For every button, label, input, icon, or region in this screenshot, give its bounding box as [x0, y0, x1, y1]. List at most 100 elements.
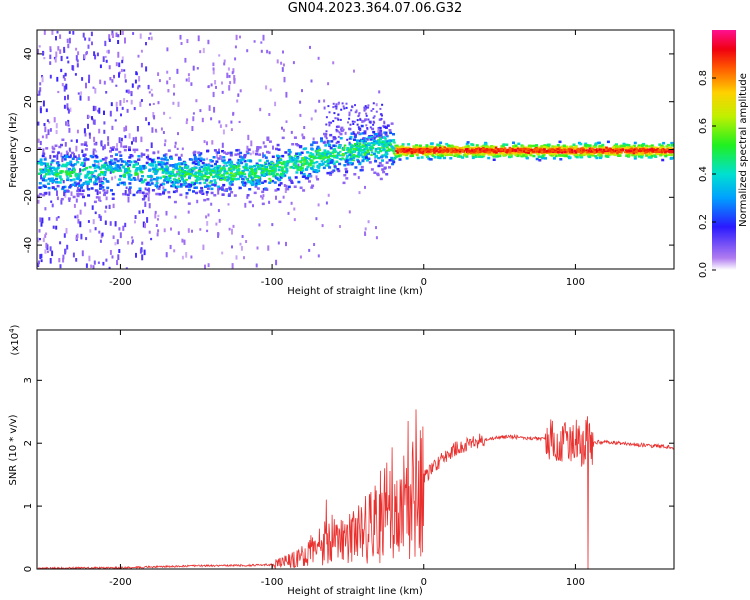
heatmap-ridge-cell — [253, 191, 257, 195]
heatmap-ridge-cell — [535, 157, 539, 161]
heatmap-ridge-cell — [268, 140, 272, 143]
heatmap-ridge-cell — [113, 161, 117, 164]
heatmap-noise-cell — [75, 258, 78, 262]
heatmap-ridge-cell — [340, 129, 344, 133]
heatmap-ridge-cell — [51, 177, 54, 180]
heatmap-noise-cell — [227, 67, 230, 71]
heatmap-ridge-cell — [301, 169, 305, 172]
heatmap-noise-cell — [366, 128, 369, 131]
heatmap-ridge-cell — [208, 184, 212, 188]
heatmap-ridge-core — [629, 150, 633, 153]
heatmap-noise-cell — [359, 118, 362, 121]
heatmap-noise-cell — [137, 85, 140, 88]
heatmap-ridge-core — [566, 149, 569, 152]
heatmap-ridge-core — [575, 148, 579, 151]
heatmap-noise-cell — [267, 245, 270, 251]
heatmap-ridge-cell — [463, 153, 467, 157]
heatmap-ridge-cell — [510, 151, 514, 155]
heatmap-ridge-core — [178, 171, 182, 174]
heatmap-noise-cell — [38, 260, 40, 265]
heatmap-ridge-cell — [120, 160, 124, 163]
heatmap-ridge-cell — [221, 188, 225, 191]
heatmap-ridge-core — [418, 148, 422, 151]
heatmap-ridge-cell — [640, 145, 644, 149]
heatmap-noise-cell — [185, 252, 188, 258]
heatmap-ridge-core — [424, 150, 427, 153]
heatmap-ridge-cell — [188, 176, 191, 179]
heatmap-noise-cell — [49, 74, 52, 79]
heatmap-ridge-cell — [456, 155, 460, 158]
heatmap-noise-cell — [282, 50, 284, 54]
heatmap-ridge-cell — [465, 152, 469, 156]
heatmap-ridge-core — [324, 164, 328, 167]
heatmap-ridge-cell — [109, 150, 112, 153]
heatmap-ridge-cell — [230, 178, 234, 181]
heatmap-ridge-cell — [206, 187, 210, 190]
heatmap-noise-cell — [375, 103, 378, 107]
heatmap-ridge-core — [289, 166, 292, 169]
heatmap-ridge-core — [237, 167, 241, 170]
heatmap-ridge-cell — [408, 151, 412, 155]
heatmap-ridge-cell — [164, 175, 168, 179]
heatmap-noise-cell — [214, 80, 217, 85]
heatmap-ridge-core — [169, 173, 172, 176]
heatmap-ridge-cell — [274, 189, 278, 192]
heatmap-ridge-cell — [204, 185, 207, 188]
heatmap-ridge-core — [568, 148, 571, 151]
heatmap-noise-cell — [74, 215, 77, 219]
heatmap-ridge-cell — [320, 157, 324, 160]
heatmap-ridge-cell — [56, 173, 60, 176]
heatmap-noise-cell — [107, 49, 110, 54]
heatmap-noise-cell — [37, 93, 40, 96]
heatmap-ridge-core — [222, 166, 226, 169]
heatmap-ridge-cell — [193, 186, 197, 189]
heatmap-noise-cell — [375, 236, 378, 240]
heatmap-noise-cell — [41, 75, 43, 78]
heatmap-ridge-core — [417, 148, 420, 151]
heatmap-ridge-core — [476, 151, 480, 153]
heatmap-noise-cell — [213, 106, 216, 113]
heatmap-ridge-cell — [361, 132, 365, 135]
heatmap-ridge-core — [389, 143, 393, 146]
heatmap-ridge-core — [284, 170, 287, 173]
heatmap-ridge-cell — [327, 156, 331, 159]
heatmap-ridge-core — [170, 170, 173, 173]
heatmap-ridge-core — [647, 148, 651, 151]
heatmap-ridge-cell — [311, 165, 315, 168]
heatmap-ridge-cell — [345, 177, 349, 180]
heatmap-ridge-core — [540, 150, 544, 153]
heatmap-noise-cell — [377, 129, 380, 133]
heatmap-noise-cell — [119, 232, 122, 239]
heatmap-noise-cell — [100, 141, 103, 145]
heatmap-noise-cell — [339, 118, 342, 121]
heatmap-ridge-cell — [453, 145, 457, 149]
heatmap-ridge-core — [355, 149, 359, 152]
heatmap-ridge-core — [510, 150, 514, 152]
heatmap-noise-cell — [105, 258, 108, 262]
heatmap-noise-cell — [186, 39, 189, 44]
heatmap-ridge-cell — [134, 162, 138, 166]
heatmap-ridge-core — [283, 163, 287, 166]
heatmap-noise-cell — [374, 157, 377, 161]
heatmap-ridge-core — [591, 149, 595, 152]
heatmap-noise-cell — [372, 123, 375, 126]
heatmap-noise-cell — [380, 136, 383, 139]
heatmap-ridge-cell — [168, 174, 172, 178]
heatmap-ridge-core — [197, 178, 200, 181]
heatmap-ridge-core — [300, 159, 303, 162]
heatmap-ridge-cell — [368, 161, 372, 164]
heatmap-noise-cell — [94, 211, 97, 215]
heatmap-ridge-cell — [104, 167, 108, 171]
heatmap-ridge-cell — [156, 156, 160, 160]
heatmap-noise-cell — [326, 141, 329, 144]
heatmap-noise-cell — [377, 127, 380, 130]
heatmap-ridge-core — [172, 168, 175, 171]
heatmap-ridge-cell — [176, 172, 179, 176]
heatmap-noise-cell — [140, 99, 143, 102]
heatmap-ridge-cell — [388, 159, 392, 162]
heatmap-noise-cell — [63, 192, 66, 197]
heatmap-noise-cell — [170, 227, 172, 231]
heatmap-ridge-cell — [340, 126, 344, 130]
heatmap-ridge-cell — [384, 126, 388, 129]
heatmap-ridge-cell — [345, 155, 349, 158]
